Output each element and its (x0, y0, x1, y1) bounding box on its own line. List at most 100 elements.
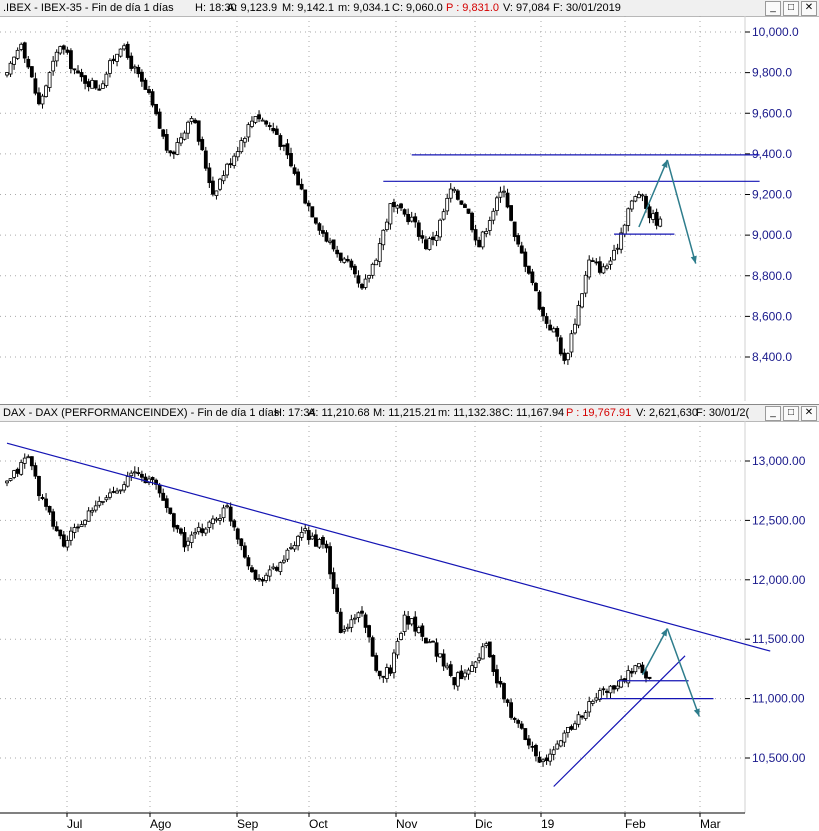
close-button[interactable]: ✕ (801, 1, 817, 16)
candle-body (374, 259, 379, 266)
candle-body (427, 641, 432, 644)
candle-body (587, 701, 592, 713)
candle-body (15, 49, 20, 59)
candle-body (61, 534, 66, 547)
candle-body (154, 103, 159, 115)
candle-body (179, 137, 183, 144)
candle-body (65, 49, 70, 53)
candle-body (583, 712, 588, 719)
dax-mn: m: 11,132.38 (438, 407, 502, 419)
candle-body (583, 274, 588, 294)
candle-body (12, 470, 17, 478)
candle-body (271, 566, 276, 569)
candle-body (225, 505, 230, 508)
candle-body (413, 616, 418, 632)
candle-body (76, 526, 80, 529)
candle-body (278, 562, 283, 573)
candle-body (374, 655, 379, 671)
candle-body (136, 66, 141, 75)
candle-body (193, 532, 198, 535)
candle-body (480, 646, 485, 660)
candle-body (104, 73, 109, 86)
candle-body (551, 749, 556, 755)
candle-body (193, 119, 198, 124)
candle-body (612, 685, 616, 690)
candle-body (324, 543, 329, 549)
ibex-m: M: 9,142.1 (282, 2, 334, 14)
candle-body (296, 535, 301, 547)
candle-body (253, 116, 258, 123)
candle-body (345, 259, 350, 262)
candle-body (590, 260, 595, 262)
candle-body (633, 665, 638, 673)
candle-body (306, 530, 311, 541)
candle-body (328, 546, 332, 575)
candle-body (633, 196, 638, 202)
candle-body (58, 529, 63, 537)
candle-body (615, 685, 620, 690)
candle-body (22, 42, 27, 59)
candle-body (356, 275, 361, 284)
candle-body (164, 498, 169, 509)
maximize-button[interactable]: □ (783, 1, 799, 16)
minimize-button[interactable]: _ (765, 1, 781, 16)
candle-body (530, 271, 535, 283)
candle-body (242, 138, 247, 143)
candle-body (420, 625, 425, 637)
close-button[interactable]: ✕ (801, 406, 817, 421)
candle-body (562, 352, 567, 361)
candle-body (519, 245, 524, 254)
candle-body (580, 293, 584, 308)
candle-body (5, 480, 9, 484)
y-tick-label: 9,400.0 (752, 147, 792, 161)
ibex-symbol: .IBEX - IBEX-35 - Fin de día 1 días (3, 2, 174, 14)
candle-body (622, 224, 627, 235)
candle-body (438, 653, 443, 658)
candle-body (420, 235, 425, 239)
candle-body (175, 142, 180, 155)
candle-body (8, 478, 13, 481)
candle-body (69, 50, 73, 69)
minimize-button[interactable]: _ (765, 406, 781, 421)
candle-body (86, 510, 91, 522)
candle-body (104, 497, 109, 501)
candle-body (111, 491, 116, 493)
candle-body (377, 670, 382, 677)
candle-body (225, 163, 230, 176)
candle-body (377, 243, 382, 262)
candle-body (285, 549, 290, 560)
candle-body (423, 239, 428, 250)
candle-body (100, 83, 105, 89)
candle-body (569, 333, 574, 353)
candle-body (342, 629, 347, 632)
candle-body (484, 643, 489, 646)
candle-body (235, 528, 240, 540)
candle-body (97, 88, 102, 91)
candle-body (228, 163, 233, 166)
candle-body (597, 690, 602, 700)
maximize-button[interactable]: □ (783, 406, 799, 421)
candle-body (76, 70, 80, 74)
candle-body (40, 496, 45, 499)
candle-body (122, 45, 127, 50)
candle-body (363, 278, 368, 288)
candle-body (118, 489, 123, 492)
candle-body (79, 524, 84, 527)
candle-body (463, 204, 467, 208)
candle-body (83, 75, 87, 84)
candle-body (122, 484, 127, 491)
candle-body (139, 71, 144, 82)
candle-body (15, 468, 20, 474)
ibex-chart: 10,000.0 9,800.0 9,600.0 9,400.0 9,200.0 9,00… (0, 16, 799, 401)
candle-body (313, 217, 318, 224)
candle-body (218, 518, 222, 521)
ibex-c: C: 9,060.0 (392, 2, 443, 14)
dax-symbol: DAX - DAX (PERFORMANCEINDEX) - Fin de dí… (3, 407, 280, 419)
candle-body (512, 221, 517, 237)
candle-body (352, 265, 357, 275)
candle-body (470, 665, 474, 672)
candle-body (129, 55, 134, 69)
candle-body (434, 642, 439, 657)
candle-body (601, 688, 606, 691)
candle-body (654, 211, 659, 226)
